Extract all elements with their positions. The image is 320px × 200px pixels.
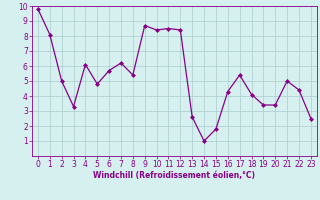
X-axis label: Windchill (Refroidissement éolien,°C): Windchill (Refroidissement éolien,°C) <box>93 171 255 180</box>
